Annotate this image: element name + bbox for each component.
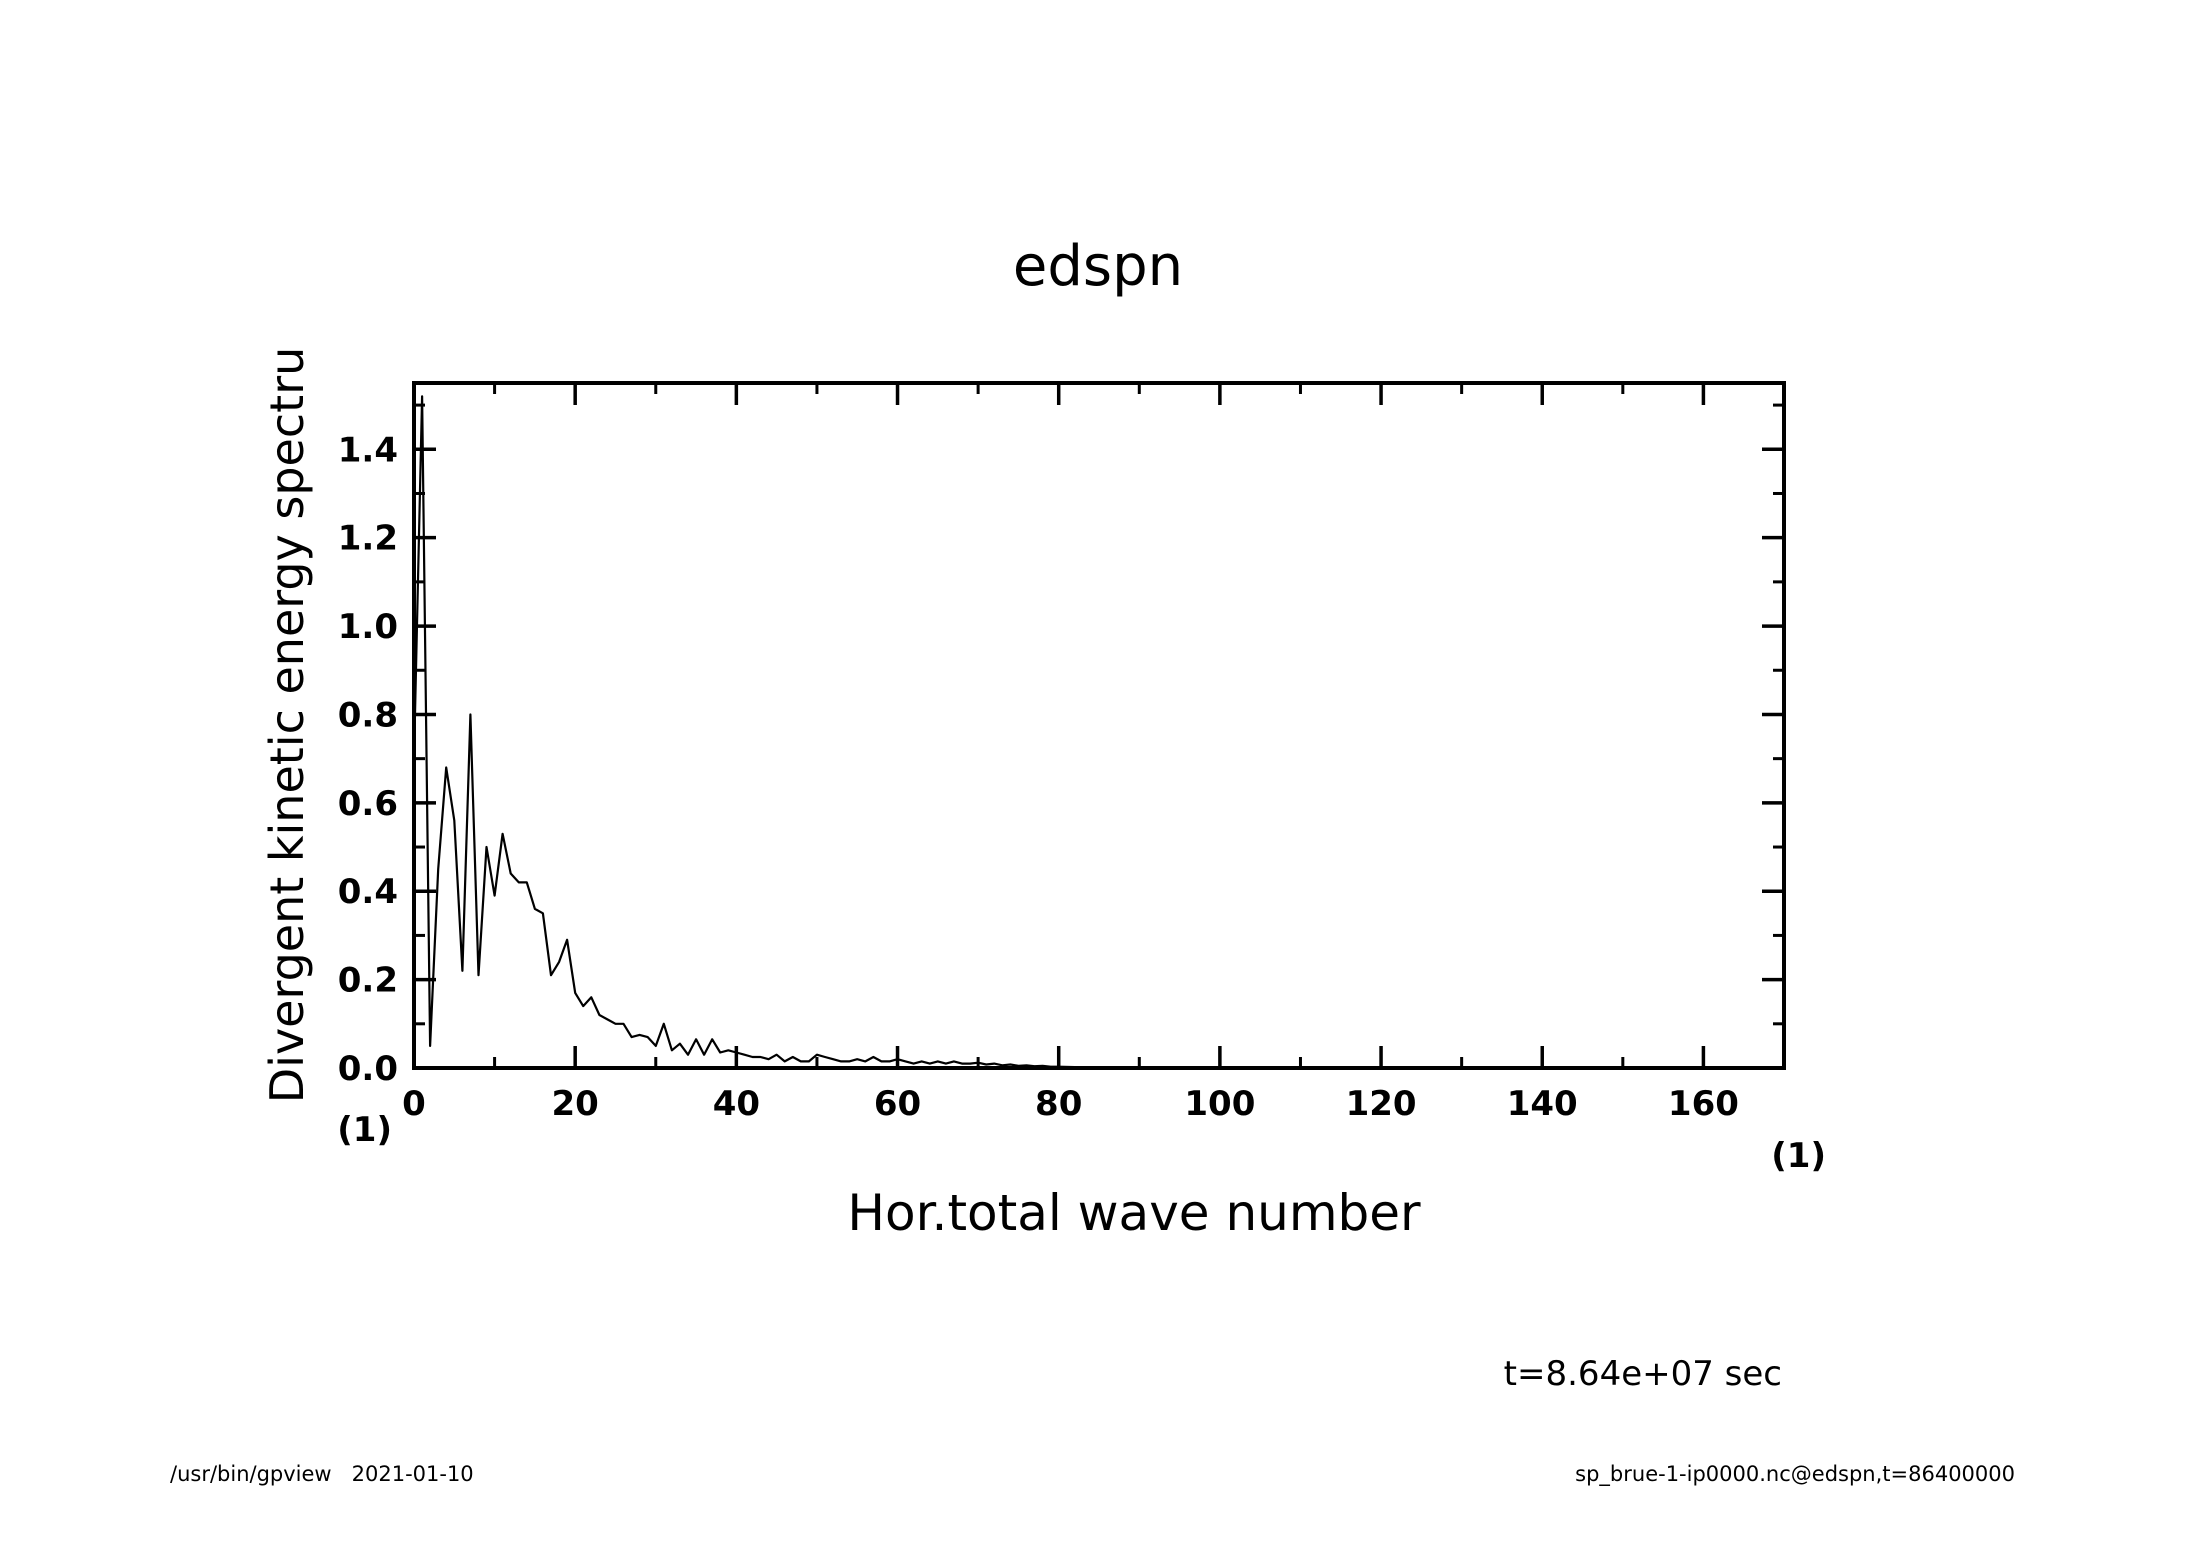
y-tick-label: 1.2 [338,519,398,559]
x-axis: 0 20 40 60 80 100 120 140 160 [402,383,1739,1124]
time-annotation: t=8.64e+07 sec [1504,1354,1782,1394]
y-tick-label: 0.2 [338,961,398,1001]
footer-left: /usr/bin/gpview 2021-01-10 [170,1462,474,1486]
x-tick-label: 140 [1507,1084,1578,1124]
y-unit-label: (1) [337,1110,392,1150]
x-tick-label: 160 [1668,1084,1739,1124]
x-tick-label: 40 [713,1084,760,1124]
y-tick-label: 0.8 [338,695,398,735]
x-unit-label: (1) [1771,1136,1826,1176]
plot-frame [412,381,1786,1070]
footer-right: sp_brue-1-ip0000.nc@edspn,t=86400000 [1575,1462,2015,1487]
x-tick-label: 100 [1184,1084,1255,1124]
x-tick-label: 60 [874,1084,921,1124]
chart-title: edspn [1013,234,1183,299]
y-axis: 0.0 0.2 0.4 0.6 0.8 1.0 1.2 1.4 [338,403,1784,1089]
x-tick-label: 80 [1035,1084,1082,1124]
y-axis-label: Divergent kinetic energy spectru [260,347,314,1104]
y-tick-label: 1.4 [338,430,398,470]
y-tick-label: 1.0 [338,607,398,647]
plot-area [412,395,1784,1070]
x-axis-label: Hor.total wave number [847,1184,1421,1242]
series-line [412,395,1784,1070]
y-tick-label: 0.4 [338,872,398,912]
y-tick-label: 0.6 [338,784,398,824]
y-tick-label: 0.0 [338,1049,398,1089]
x-tick-label: 0 [402,1084,426,1124]
x-tick-label: 20 [552,1084,599,1124]
x-tick-label: 120 [1346,1084,1417,1124]
